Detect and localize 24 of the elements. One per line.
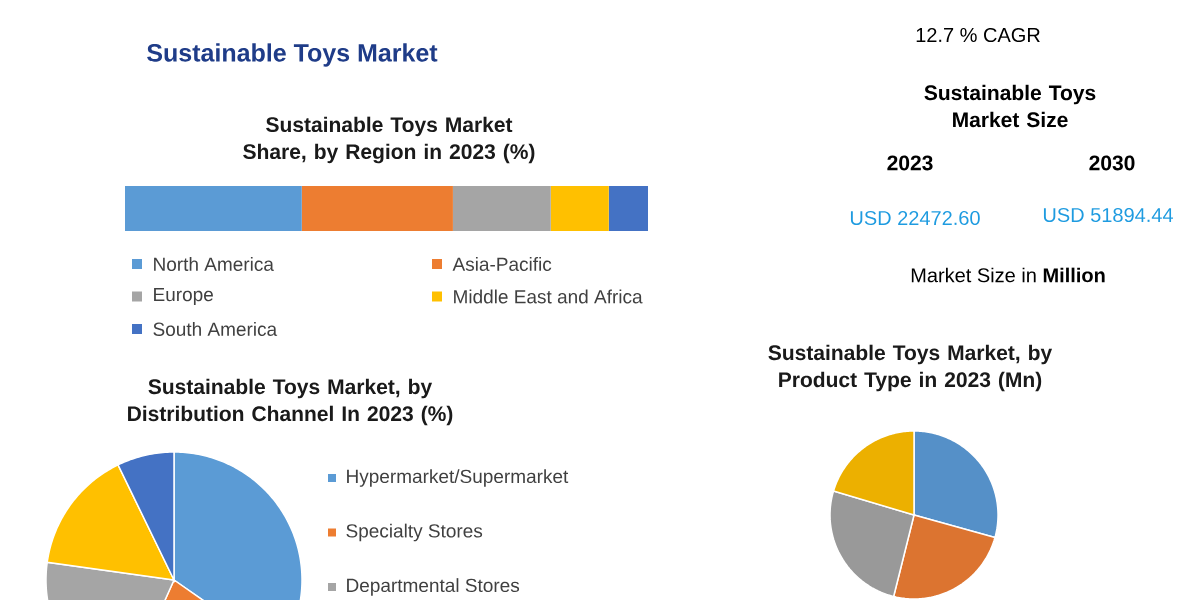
legend-label: Departmental Stores <box>347 578 520 596</box>
text: Market Size in Million <box>911 267 1105 283</box>
legend-label: Middle East and Africa <box>454 289 643 304</box>
text: USD 51894.44 <box>1043 207 1173 223</box>
legend-label: Asia-Pacific <box>452 257 552 271</box>
chart-subtitle: Sustainable Toys Market Share, by Region in 2023 (%) <box>243 116 535 164</box>
chart-title: Sustainable Toys Market, by Distribution Channel In 2023 (%) <box>128 378 453 426</box>
chart-title: Sustainable Toys Market, by Product Type in 2023 (Mn) <box>768 344 1053 392</box>
text: 2030 <box>1089 155 1135 171</box>
text: Sustainable Toys Market Size <box>924 84 1096 128</box>
bar <box>125 186 302 231</box>
legend-label: Specialty Stores <box>346 523 483 542</box>
text: 12.7 % CAGR <box>916 27 1040 43</box>
bar <box>608 186 649 231</box>
bar <box>452 186 551 231</box>
legend-label: Europe <box>154 288 213 305</box>
text: 2023 <box>887 155 933 171</box>
legend-label: Hypermarket/Supermarket <box>347 469 569 487</box>
chart-title: Sustainable Toys Market <box>147 43 438 67</box>
text: USD 22472.60 <box>850 210 980 226</box>
bar <box>301 186 453 231</box>
bar <box>550 186 609 231</box>
legend-label: South America <box>153 322 278 336</box>
legend-label: North America <box>154 257 274 271</box>
